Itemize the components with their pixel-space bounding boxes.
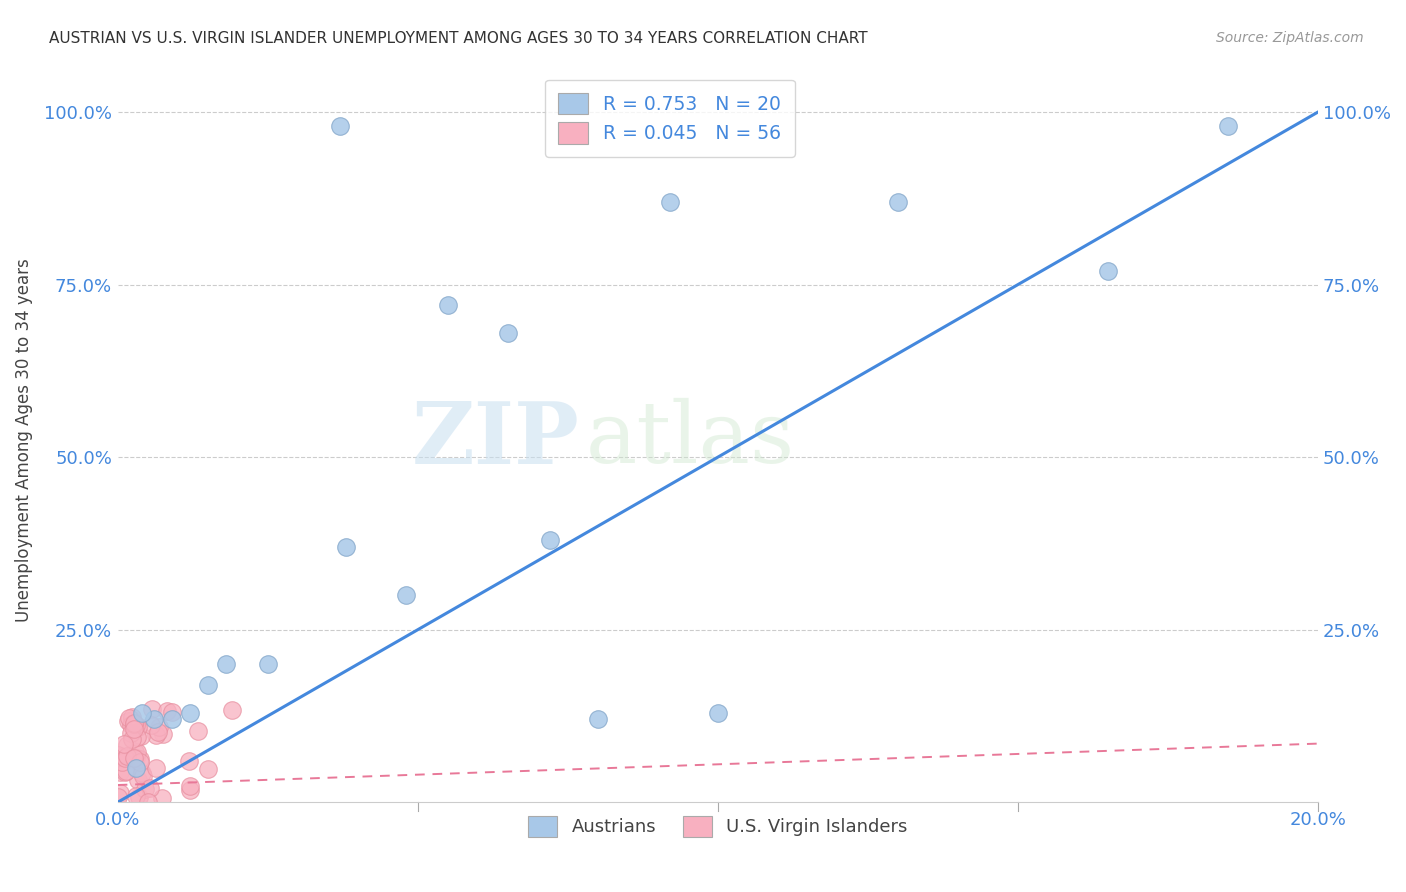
Point	[1216, 119, 1239, 133]
Point	[658, 194, 681, 209]
Point	[127, 720, 149, 734]
Point	[496, 326, 519, 340]
Point	[136, 795, 159, 809]
Point	[132, 768, 155, 782]
Point	[134, 782, 156, 797]
Text: atlas: atlas	[586, 398, 794, 482]
Point	[122, 715, 145, 730]
Point	[129, 729, 152, 743]
Point	[141, 702, 163, 716]
Point	[108, 765, 131, 780]
Point	[215, 657, 238, 672]
Point	[122, 750, 145, 764]
Point	[145, 761, 167, 775]
Point	[436, 298, 458, 312]
Point	[107, 748, 129, 763]
Point	[108, 749, 131, 764]
Point	[114, 764, 136, 778]
Point	[122, 716, 145, 731]
Point	[129, 752, 152, 766]
Point	[162, 705, 184, 719]
Point	[127, 730, 149, 744]
Point	[125, 718, 148, 732]
Text: Source: ZipAtlas.com: Source: ZipAtlas.com	[1216, 31, 1364, 45]
Point	[256, 657, 278, 672]
Legend: Austrians, U.S. Virgin Islanders: Austrians, U.S. Virgin Islanders	[520, 809, 915, 844]
Point	[197, 678, 219, 692]
Point	[145, 728, 167, 742]
Point	[160, 713, 183, 727]
Text: AUSTRIAN VS U.S. VIRGIN ISLANDER UNEMPLOYMENT AMONG AGES 30 TO 34 YEARS CORRELAT: AUSTRIAN VS U.S. VIRGIN ISLANDER UNEMPLO…	[49, 31, 868, 46]
Point	[538, 533, 561, 547]
Point	[128, 755, 150, 769]
Point	[187, 723, 209, 738]
Point	[142, 713, 165, 727]
Point	[121, 709, 143, 723]
Point	[120, 718, 142, 732]
Point	[117, 714, 139, 728]
Point	[108, 786, 131, 800]
Point	[329, 119, 352, 133]
Point	[131, 706, 153, 720]
Point	[124, 761, 146, 775]
Point	[1097, 264, 1119, 278]
Point	[125, 789, 148, 803]
Point	[124, 722, 146, 736]
Point	[127, 772, 149, 787]
Point	[128, 790, 150, 805]
Point	[179, 706, 201, 720]
Point	[117, 749, 139, 764]
Point	[115, 738, 138, 752]
Point	[125, 745, 148, 759]
Point	[155, 704, 177, 718]
Point	[124, 745, 146, 759]
Point	[197, 762, 219, 776]
Point	[152, 727, 174, 741]
Point	[586, 713, 609, 727]
Point	[150, 791, 173, 805]
Point	[707, 706, 730, 720]
Point	[131, 766, 153, 780]
Y-axis label: Unemployment Among Ages 30 to 34 years: Unemployment Among Ages 30 to 34 years	[15, 258, 32, 622]
Point	[114, 750, 136, 764]
Text: ZIP: ZIP	[412, 398, 579, 482]
Point	[125, 750, 148, 764]
Point	[177, 754, 200, 768]
Point	[121, 731, 143, 746]
Point	[107, 789, 129, 804]
Point	[335, 540, 357, 554]
Point	[120, 726, 142, 740]
Point	[887, 194, 910, 209]
Point	[139, 718, 162, 732]
Point	[111, 755, 134, 769]
Point	[221, 703, 243, 717]
Point	[114, 765, 136, 780]
Point	[112, 737, 135, 751]
Point	[148, 720, 170, 734]
Point	[118, 711, 141, 725]
Point	[139, 780, 162, 795]
Point	[121, 713, 143, 727]
Point	[179, 779, 201, 793]
Point	[148, 725, 170, 739]
Point	[179, 782, 201, 797]
Point	[395, 588, 418, 602]
